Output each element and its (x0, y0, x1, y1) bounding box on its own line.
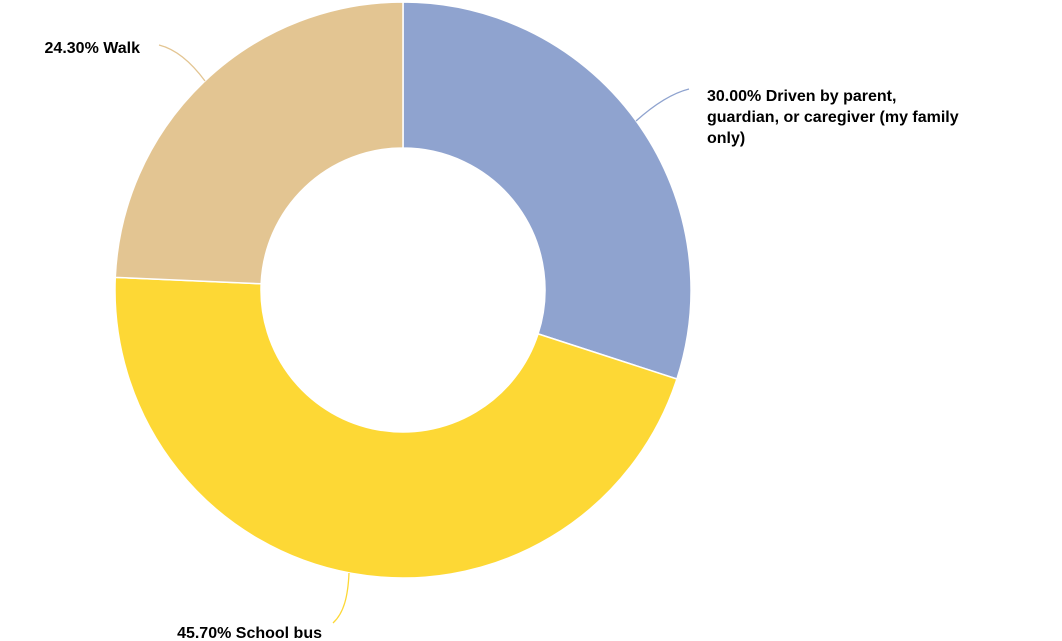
labels-layer: 30.00% Driven by parent, guardian, or car… (45, 40, 959, 641)
slice-school-bus (114, 276, 678, 579)
slice-driven (402, 1, 692, 380)
data-label-line: guardian, or caregiver (my family (707, 109, 959, 126)
data-label-line: 30.00% Driven by parent, (707, 88, 896, 105)
slices-layer (114, 1, 692, 579)
data-label-line: only) (707, 130, 745, 147)
data-label-school-bus: 45.70% School bus (177, 625, 322, 641)
slice-walk (114, 1, 404, 285)
leader-line-school-bus (332, 572, 350, 624)
data-label-line: 45.70% School bus (177, 625, 322, 641)
leader-line-driven (635, 88, 690, 122)
leader-line-walk (158, 44, 206, 82)
data-label-walk: 24.30% Walk (45, 40, 141, 57)
leader-lines-layer (158, 44, 690, 624)
data-label-driven: 30.00% Driven by parent, guardian, or car… (707, 88, 959, 147)
data-label-line: 24.30% Walk (45, 40, 141, 57)
